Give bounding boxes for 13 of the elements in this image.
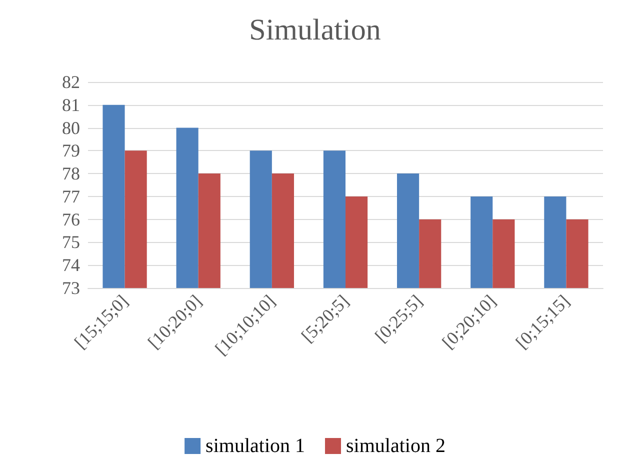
y-tick-label: 75: [62, 232, 80, 252]
y-tick-label: 82: [62, 72, 80, 92]
y-tick-label: 73: [62, 278, 80, 298]
y-tick-label: 79: [62, 140, 80, 161]
legend-label: simulation 2: [346, 435, 446, 457]
chart-title: Simulation: [249, 14, 381, 46]
y-tick-label: 74: [62, 255, 80, 276]
y-tick-label: 77: [62, 186, 80, 206]
legend-label: simulation 1: [206, 435, 306, 457]
y-tick-label: 81: [62, 94, 80, 115]
y-tick-label: 78: [62, 164, 80, 184]
y-tick-label: 76: [62, 209, 80, 230]
y-tick-label: 80: [62, 118, 80, 138]
